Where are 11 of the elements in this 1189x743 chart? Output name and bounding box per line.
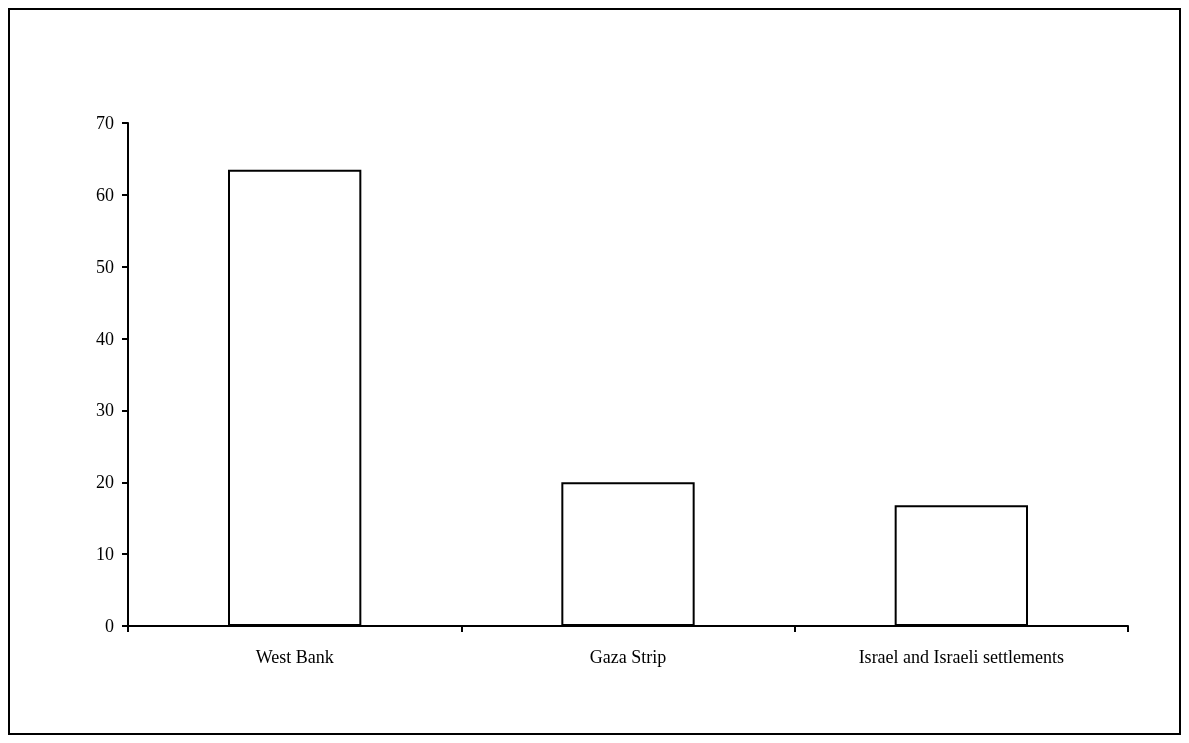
y-tick-label: 50 xyxy=(96,256,114,277)
y-tick-label: 70 xyxy=(96,113,114,133)
y-tick-label: 0 xyxy=(105,616,114,636)
x-tick-label: Israel and Israeli settlements xyxy=(858,647,1065,667)
y-tick-label: 40 xyxy=(96,328,114,349)
x-tick-label: Gaza Strip xyxy=(589,647,667,667)
y-tick-label: 30 xyxy=(96,400,114,421)
y-tick-label: 60 xyxy=(96,184,114,205)
y-tick-label: 10 xyxy=(96,544,114,565)
x-tick-label: West Bank xyxy=(255,647,334,667)
y-tick-label: 20 xyxy=(96,472,114,493)
